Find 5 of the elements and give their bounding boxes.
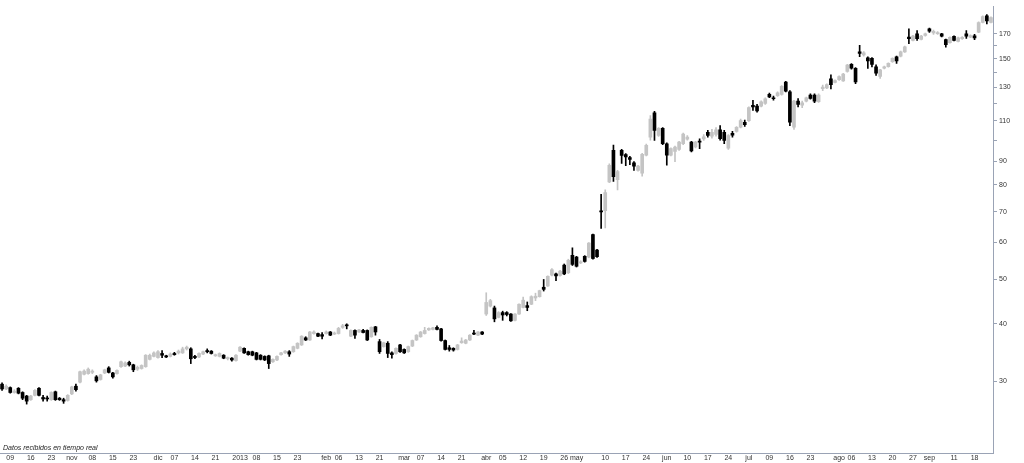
candlestick — [541, 279, 546, 292]
candlestick — [907, 28, 911, 44]
candlestick — [599, 194, 603, 229]
candlestick — [866, 56, 870, 69]
candlestick — [623, 153, 628, 167]
